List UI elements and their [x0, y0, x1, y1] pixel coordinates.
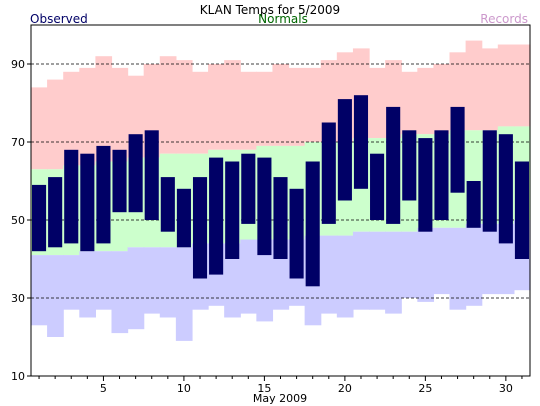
- record-low-band: [401, 231, 418, 298]
- x-axis-label: May 2009: [253, 392, 307, 405]
- record-high-band: [159, 56, 177, 154]
- observed-bar: [482, 130, 497, 232]
- record-low-band: [95, 251, 113, 310]
- record-high-band: [369, 67, 386, 139]
- observed-bar: [80, 153, 95, 252]
- record-low-band: [111, 251, 129, 334]
- record-low-band: [352, 231, 370, 310]
- record-high-band: [465, 40, 483, 131]
- observed-bar: [402, 130, 417, 201]
- record-high-band: [497, 44, 515, 127]
- record-low-band: [256, 239, 274, 322]
- record-high-band: [208, 64, 225, 150]
- observed-bar: [32, 184, 47, 252]
- x-tick-label: 15: [257, 382, 271, 395]
- observed-bar: [466, 181, 481, 228]
- record-high-band: [47, 79, 64, 170]
- record-high-band: [256, 71, 274, 146]
- observed-bar: [209, 157, 224, 275]
- record-low-band: [143, 247, 161, 314]
- record-high-band: [175, 60, 193, 154]
- x-tick-label: 30: [499, 382, 513, 395]
- record-low-band: [63, 255, 80, 310]
- record-low-band: [417, 227, 435, 302]
- observed-bar: [257, 157, 272, 256]
- observed-bar: [48, 177, 63, 248]
- observed-bar: [386, 106, 401, 224]
- observed-bar: [514, 161, 529, 259]
- plot-area: 10 30 50 70 90 5 10 15 20 25 30: [11, 24, 531, 395]
- record-low-band: [240, 239, 257, 314]
- y-tick-label: 70: [11, 136, 25, 149]
- observed-bar: [192, 177, 208, 279]
- record-low-band: [385, 231, 402, 314]
- observed-bar: [418, 138, 433, 232]
- record-low-band: [433, 227, 451, 295]
- record-low-band: [369, 231, 386, 310]
- observed-bar: [498, 134, 513, 244]
- chart-title: KLAN Temps for 5/2009: [200, 3, 340, 17]
- record-low-band: [175, 247, 193, 341]
- observed-bar: [112, 149, 127, 213]
- record-low-band: [47, 255, 64, 337]
- legend-observed: Observed: [30, 12, 88, 26]
- record-high-band: [31, 87, 48, 170]
- record-high-band: [240, 71, 257, 150]
- observed-bar: [144, 130, 159, 220]
- observed-bar: [225, 161, 240, 259]
- record-high-band: [481, 48, 499, 131]
- y-tick-label: 30: [11, 292, 25, 305]
- observed-bar: [96, 145, 111, 244]
- observed-bar: [128, 134, 143, 213]
- observed-bar: [176, 188, 191, 248]
- y-tick-label: 50: [11, 214, 25, 227]
- observed-bar: [450, 106, 465, 193]
- record-low-band: [79, 251, 96, 318]
- observed-bar: [273, 177, 288, 259]
- legend-normals: Normals: [258, 12, 308, 26]
- record-low-band: [320, 235, 338, 314]
- observed-bar: [434, 130, 449, 220]
- record-high-band: [95, 56, 113, 162]
- x-tick-label: 10: [177, 382, 191, 395]
- observed-bar: [64, 149, 79, 244]
- record-high-band: [272, 64, 290, 146]
- record-high-band: [513, 44, 531, 127]
- record-low-band: [465, 223, 483, 306]
- y-tick-label: 90: [11, 58, 25, 71]
- observed-bar: [370, 153, 385, 220]
- record-low-band: [224, 243, 241, 318]
- record-high-band: [417, 67, 435, 135]
- record-high-band: [224, 60, 241, 150]
- observed-bar: [160, 177, 175, 232]
- legend-records: Records: [480, 12, 528, 26]
- observed-bar: [337, 99, 352, 201]
- record-high-band: [304, 67, 322, 142]
- record-low-band: [31, 255, 48, 326]
- observed-bar: [321, 122, 336, 224]
- observed-bar: [353, 95, 369, 189]
- record-low-band: [159, 247, 177, 318]
- record-high-band: [320, 60, 338, 142]
- x-tick-label: 20: [338, 382, 352, 395]
- observed-bar: [305, 161, 320, 287]
- record-low-band: [449, 227, 467, 310]
- x-tick-label: 5: [100, 382, 107, 395]
- record-low-band: [481, 223, 499, 295]
- record-low-band: [127, 247, 145, 330]
- record-high-band: [433, 64, 451, 135]
- record-low-band: [336, 235, 354, 318]
- y-tick-label: 10: [11, 370, 25, 383]
- record-high-band: [79, 67, 96, 166]
- record-high-band: [191, 71, 209, 154]
- record-high-band: [401, 71, 418, 135]
- record-high-band: [111, 67, 129, 162]
- observed-bar: [289, 188, 304, 279]
- x-tick-label: 25: [418, 382, 432, 395]
- record-high-band: [288, 67, 306, 146]
- observed-bar: [241, 153, 256, 224]
